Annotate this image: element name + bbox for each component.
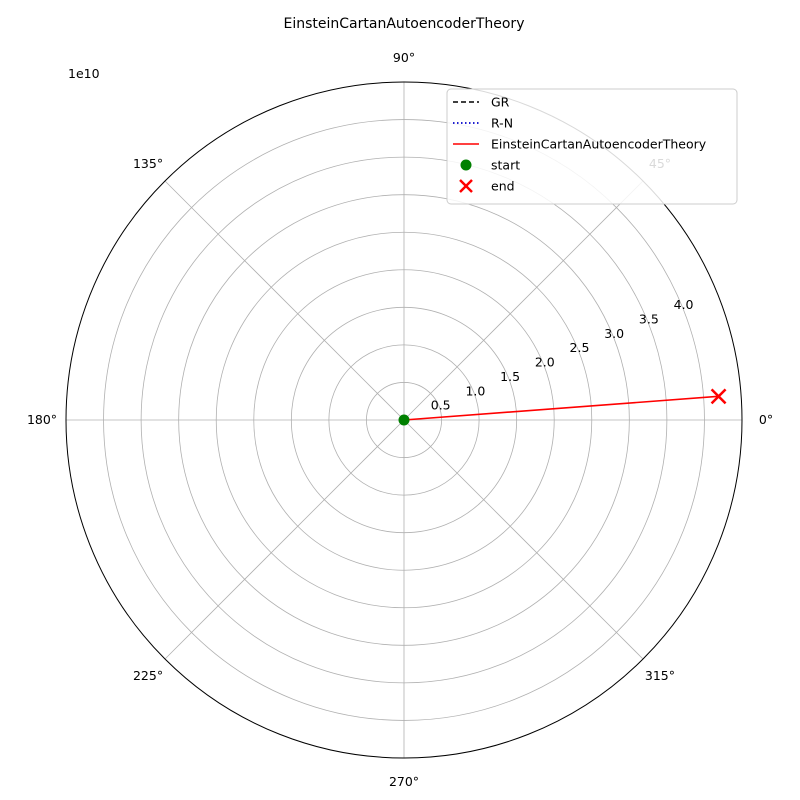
radial-tick-label: 1.5 bbox=[500, 369, 520, 384]
legend-label: EinsteinCartanAutoencoderTheory bbox=[491, 137, 707, 152]
angle-gridline bbox=[403, 419, 644, 660]
legend-label: end bbox=[491, 179, 515, 194]
angle-tick-label: 135° bbox=[133, 156, 163, 171]
angle-gridline bbox=[164, 180, 405, 421]
radial-gridline bbox=[178, 194, 630, 646]
radial-tick-label: 1.0 bbox=[465, 383, 485, 398]
angle-tick-label: 225° bbox=[133, 668, 163, 683]
angle-tick-label: 0° bbox=[759, 412, 773, 427]
radial-tick-label: 3.5 bbox=[639, 311, 659, 326]
start-marker bbox=[398, 414, 410, 426]
polar-frame bbox=[65, 81, 743, 759]
radial-gridline bbox=[328, 344, 480, 496]
radial-tick-label: 0.5 bbox=[431, 398, 451, 413]
angle-gridline bbox=[403, 180, 644, 421]
series-layer bbox=[398, 388, 727, 426]
radial-scale-label: 1e10 bbox=[68, 66, 100, 81]
radial-tick-label: 2.0 bbox=[535, 355, 555, 370]
radial-tick-label: 3.0 bbox=[604, 326, 624, 341]
radial-gridline bbox=[215, 231, 593, 609]
radial-gridline bbox=[253, 269, 555, 571]
angle-tick-label: 90° bbox=[393, 50, 415, 65]
legend-handle bbox=[459, 179, 473, 193]
angle-tick-label: 180° bbox=[27, 412, 57, 427]
legend-box bbox=[446, 88, 738, 205]
polar-grid bbox=[65, 81, 743, 759]
angle-tick-label: 270° bbox=[389, 774, 419, 789]
legend-entry: GR bbox=[453, 95, 510, 110]
angle-tick-label: 315° bbox=[645, 668, 675, 683]
radial-tick-label: 2.5 bbox=[570, 340, 590, 355]
legend-entry: EinsteinCartanAutoencoderTheory bbox=[453, 137, 707, 152]
radial-gridline bbox=[290, 306, 518, 534]
legend-label: R-N bbox=[491, 116, 513, 131]
radial-tick-labels: 0.5 1.0 1.5 2.0 2.5 3.0 3.5 4.0 bbox=[431, 297, 694, 413]
legend-label: GR bbox=[491, 95, 510, 110]
chart-title: EinsteinCartanAutoencoderTheory bbox=[284, 16, 525, 32]
legend-entry: start bbox=[460, 158, 520, 173]
legend-entry: end bbox=[459, 179, 515, 194]
radial-gridline bbox=[366, 382, 442, 458]
radial-gridline bbox=[140, 156, 668, 684]
radial-tick-label: 4.0 bbox=[674, 297, 694, 312]
legend-label: start bbox=[491, 158, 520, 173]
legend: GR R-N EinsteinCartanAutoencoderTheory star… bbox=[446, 88, 738, 205]
radial-gridline bbox=[103, 119, 705, 721]
legend-handle bbox=[460, 159, 472, 171]
legend-entry: R-N bbox=[453, 116, 513, 131]
angle-gridline bbox=[164, 419, 405, 660]
end-marker bbox=[710, 388, 727, 405]
end-marker-stroke bbox=[710, 388, 727, 405]
series-line bbox=[403, 395, 719, 421]
